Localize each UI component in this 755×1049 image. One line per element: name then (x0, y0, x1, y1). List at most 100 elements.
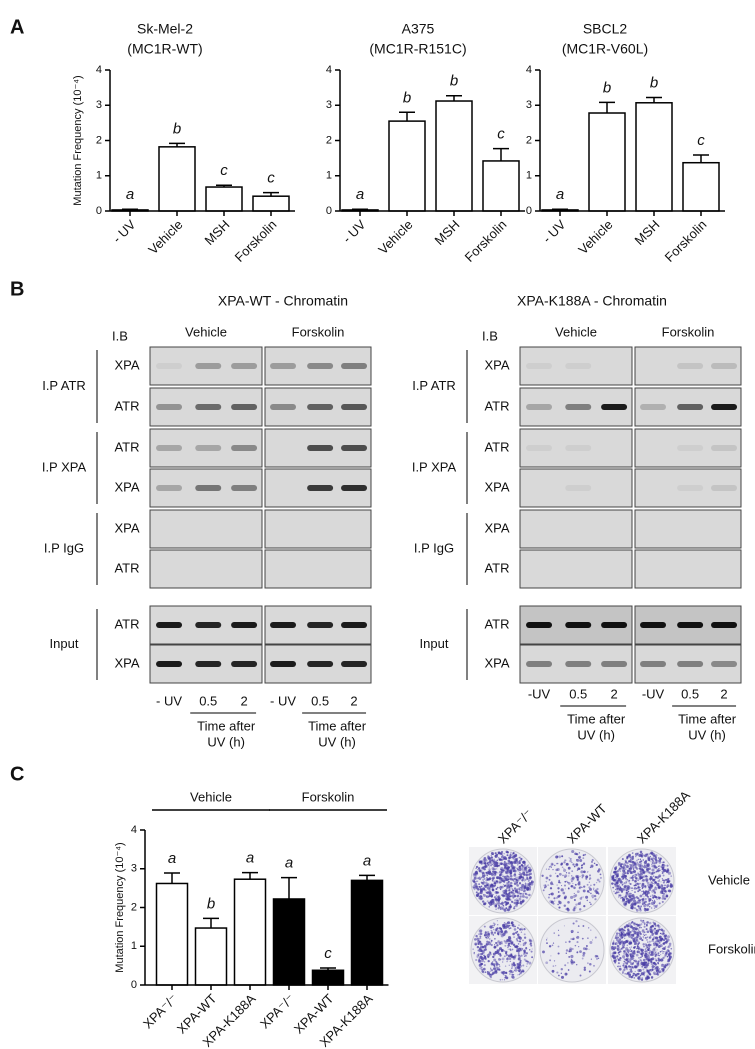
colony (504, 884, 507, 887)
colony (639, 882, 641, 885)
colony (654, 858, 658, 862)
colony (664, 865, 666, 867)
colony (484, 865, 488, 868)
colony (558, 901, 562, 905)
significance-letter: b (207, 895, 215, 912)
y-tick-label: 4 (526, 64, 532, 76)
colony (651, 968, 654, 971)
time-label: Time after (567, 711, 626, 726)
colony (579, 974, 582, 977)
plate-column-label: XPA-WT (564, 801, 610, 847)
colony (519, 896, 522, 898)
colony (620, 896, 623, 899)
colony (655, 965, 659, 969)
colony (478, 955, 480, 957)
colony (638, 951, 641, 953)
band (195, 622, 222, 628)
significance-letter: a (126, 186, 134, 203)
colony (662, 947, 666, 950)
colony (643, 925, 646, 928)
colony (644, 955, 648, 959)
colony (638, 930, 642, 934)
colony (492, 853, 494, 856)
colony (632, 966, 635, 969)
colony (631, 954, 635, 958)
colony (541, 874, 544, 877)
colony (668, 944, 671, 947)
colony (621, 858, 624, 860)
colony (623, 960, 626, 963)
colony (500, 877, 504, 881)
colony (519, 968, 522, 971)
colony (664, 878, 668, 881)
colony (506, 960, 508, 963)
colony (489, 900, 493, 904)
colony (657, 886, 661, 890)
colony (565, 872, 568, 874)
colony (583, 870, 586, 874)
colony (633, 930, 637, 934)
colony (617, 882, 619, 885)
colony (500, 850, 504, 854)
colony (640, 904, 642, 906)
colony (498, 958, 501, 961)
colony (523, 950, 527, 954)
colony (657, 924, 660, 927)
colony (647, 954, 650, 957)
colony (655, 866, 658, 869)
colony (657, 869, 659, 871)
colony (619, 965, 621, 968)
time-label: Time after (197, 718, 256, 733)
colony (612, 951, 616, 955)
colony (636, 947, 638, 950)
colony (522, 939, 524, 942)
colony (634, 970, 636, 973)
colony (619, 948, 622, 951)
colony (653, 878, 656, 882)
colony (579, 885, 582, 888)
row-label: XPA (114, 479, 139, 494)
colony (522, 875, 524, 877)
colony (562, 874, 564, 877)
colony (566, 880, 568, 883)
colony (662, 861, 665, 864)
colony (516, 895, 520, 898)
colony (577, 882, 581, 886)
colony (491, 870, 495, 873)
colony (630, 856, 634, 860)
colony (664, 951, 666, 953)
y-tick-label: 1 (131, 940, 137, 952)
colony (648, 921, 652, 925)
colony (525, 868, 528, 872)
colony (501, 949, 504, 951)
colony (628, 869, 631, 873)
colony (656, 876, 660, 879)
colony (524, 954, 527, 957)
colony (500, 852, 502, 855)
colony (518, 924, 520, 926)
colony (618, 945, 620, 947)
colony (653, 864, 656, 867)
colony (651, 894, 654, 897)
colony (560, 975, 565, 979)
colony (648, 888, 652, 891)
colony (639, 870, 642, 873)
x-tick-label: MSH (202, 217, 233, 248)
colony (635, 953, 639, 957)
colony (651, 872, 654, 875)
y-tick-label: 3 (326, 99, 332, 111)
colony (498, 877, 502, 881)
colony (650, 861, 652, 863)
y-tick-label: 0 (526, 205, 532, 217)
colony (668, 889, 672, 893)
colony (626, 949, 630, 953)
colony (501, 943, 503, 945)
colony (640, 960, 643, 962)
colony (475, 867, 477, 870)
colony (653, 892, 655, 894)
colony (665, 895, 668, 898)
colony (558, 855, 562, 859)
band (565, 622, 592, 628)
colony (497, 872, 499, 874)
lane-label: 2 (720, 686, 727, 701)
